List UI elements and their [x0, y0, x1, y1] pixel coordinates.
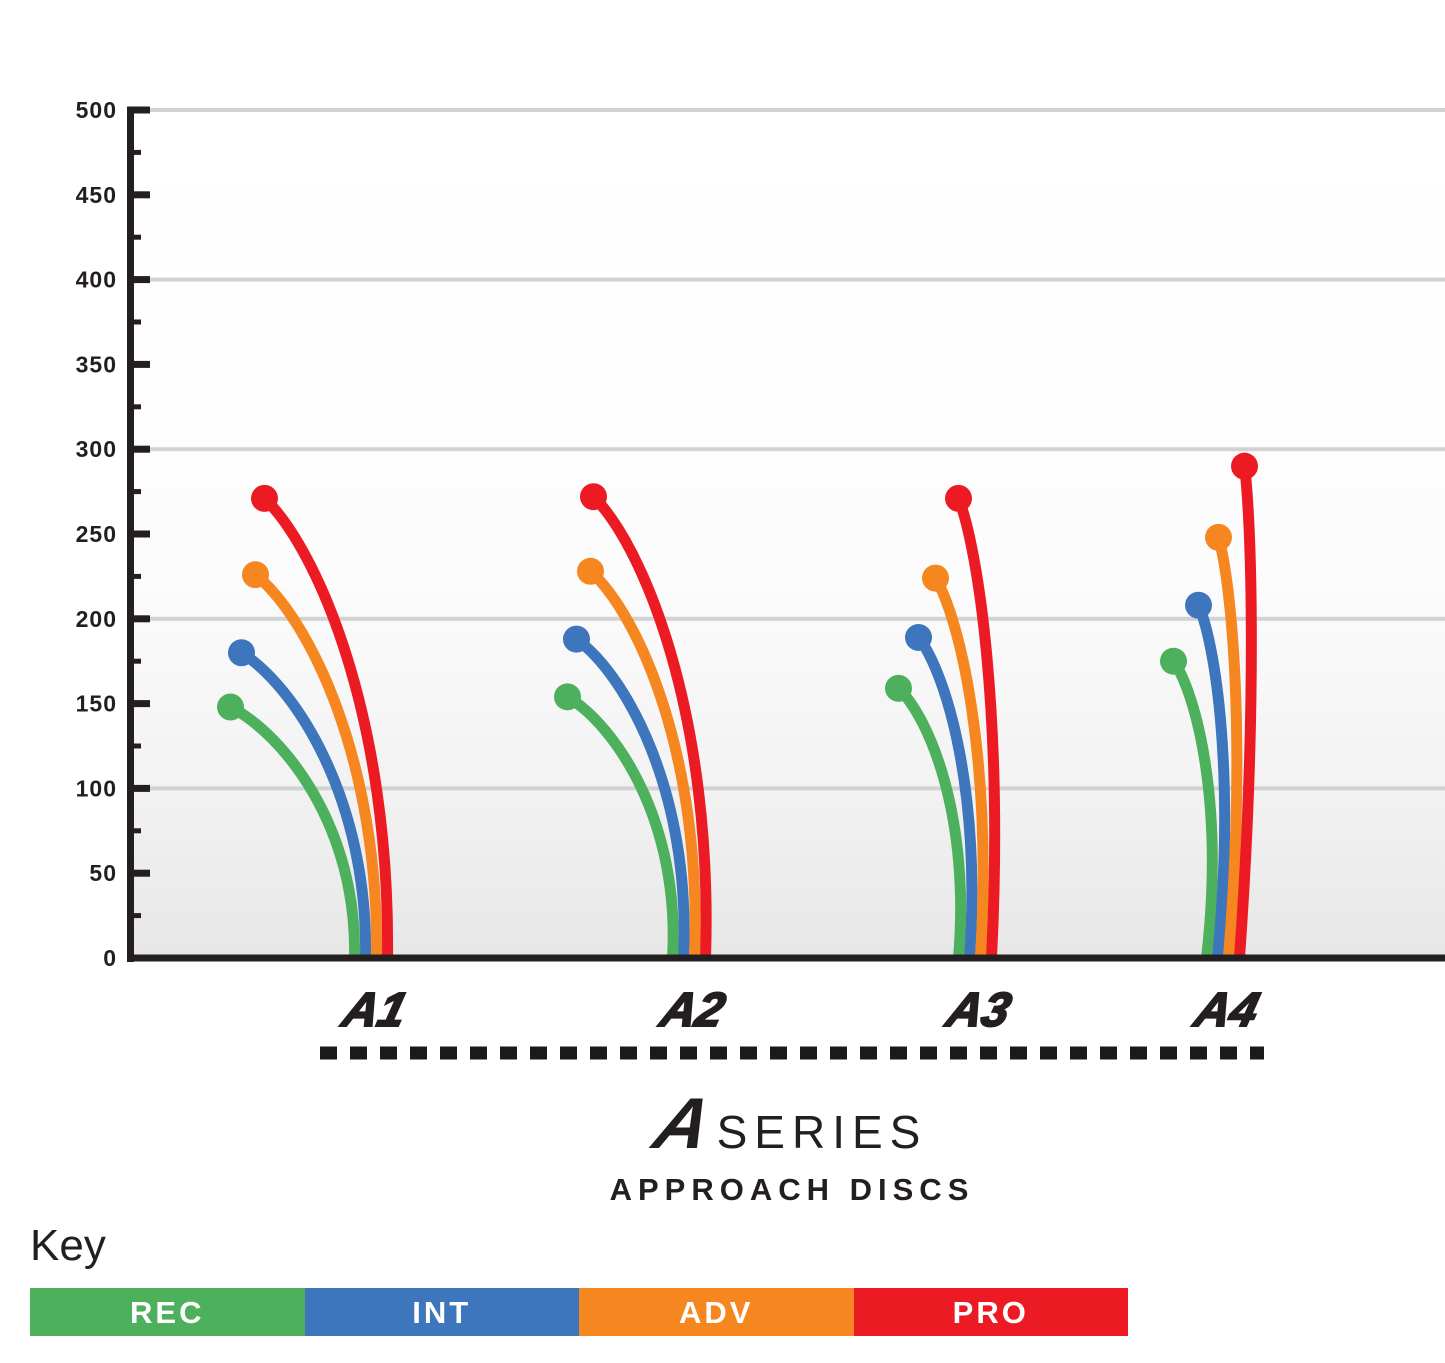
- y-major-tick-300: [127, 445, 150, 453]
- legend-segment-INT: INT: [304, 1288, 579, 1336]
- y-axis-label-400: 400: [76, 267, 117, 293]
- flight-path-A4-PRO: [1234, 465, 1257, 959]
- legend-segment-REC: REC: [30, 1288, 305, 1336]
- gridline-500: [134, 108, 1445, 112]
- flight-endpoint-A1-PRO: [251, 484, 278, 512]
- flight-endpoint-A4-REC: [1160, 647, 1187, 675]
- brand-a-logo: A: [645, 1084, 719, 1164]
- flight-paths: [217, 452, 1258, 959]
- flight-path-A2-ADV: [586, 567, 701, 959]
- category-label-A3: A3: [941, 984, 1017, 1037]
- y-minor-tick-375: [127, 319, 141, 325]
- flight-path-A4-INT: [1193, 603, 1231, 959]
- y-axis-label-500: 500: [76, 97, 117, 123]
- y-minor-tick-25: [127, 913, 141, 919]
- y-major-tick-150: [127, 700, 150, 708]
- legend-label: PRO: [952, 1294, 1029, 1330]
- series-title: SERIES: [716, 1106, 928, 1158]
- x-axis-line: [127, 954, 1445, 962]
- y-axis-label-200: 200: [76, 606, 117, 632]
- legend-label: INT: [412, 1294, 472, 1330]
- flight-endpoint-A4-INT: [1185, 591, 1212, 619]
- legend-label: REC: [130, 1294, 205, 1330]
- y-major-tick-350: [127, 360, 150, 368]
- gridline-100: [134, 786, 1445, 791]
- gridline-200: [134, 616, 1445, 621]
- flight-path-A1-INT: [238, 648, 372, 959]
- flight-endpoint-A1-INT: [228, 639, 255, 667]
- category-label-A2: A2: [655, 984, 731, 1037]
- y-minor-tick-425: [127, 234, 141, 240]
- flight-endpoint-A1-ADV: [242, 561, 269, 589]
- y-major-tick-0: [127, 954, 150, 962]
- y-major-tick-450: [127, 191, 150, 199]
- y-major-tick-100: [127, 784, 150, 792]
- key-heading: Key: [30, 1221, 106, 1270]
- y-axis-label-350: 350: [76, 351, 117, 377]
- flight-endpoint-A3-INT: [905, 623, 932, 651]
- y-axis-labels: 0 50 100 150 200 250 300 350 400 450 500: [76, 97, 117, 971]
- flight-endpoint-A2-PRO: [580, 483, 607, 511]
- chart-subtitle: APPROACH DISCS: [609, 1172, 975, 1207]
- y-minor-tick-125: [127, 743, 141, 749]
- flight-path-A3-INT: [914, 634, 978, 959]
- flight-path-A3-ADV: [930, 575, 989, 959]
- flight-path-A2-INT: [573, 634, 690, 959]
- category-labels: A1 A2 A3 A4: [336, 983, 1266, 1038]
- flight-endpoint-A3-REC: [885, 674, 912, 702]
- y-axis-label-100: 100: [76, 775, 117, 801]
- flight-endpoint-A4-PRO: [1231, 452, 1258, 480]
- y-axis-label-250: 250: [76, 521, 117, 547]
- y-minor-tick-275: [127, 489, 141, 495]
- flight-path-A2-PRO: [589, 492, 712, 959]
- flight-path-A3-PRO: [953, 496, 1001, 959]
- y-minor-tick-325: [127, 404, 141, 410]
- flight-endpoint-A3-PRO: [945, 484, 972, 512]
- y-major-tick-250: [127, 530, 150, 538]
- legend-label: ADV: [679, 1294, 754, 1330]
- flight-endpoint-A2-ADV: [577, 557, 604, 585]
- flight-endpoint-A3-ADV: [922, 564, 949, 592]
- gridline-300: [134, 447, 1445, 452]
- flight-path-A1-REC: [227, 702, 361, 959]
- y-minor-tick-175: [127, 658, 141, 664]
- y-axis-label-450: 450: [76, 182, 117, 208]
- chart-title-block: A SERIES APPROACH DISCS: [320, 1084, 1264, 1207]
- category-label-A1: A1: [337, 984, 413, 1037]
- y-minor-tick-75: [127, 828, 141, 834]
- category-label-A4: A4: [1189, 984, 1265, 1037]
- y-major-tick-50: [127, 869, 150, 877]
- y-major-tick-400: [127, 276, 150, 284]
- y-major-tick-200: [127, 615, 150, 623]
- flight-endpoint-A1-REC: [217, 693, 244, 721]
- flight-path-A4-ADV: [1213, 535, 1243, 959]
- legend-segment-ADV: ADV: [579, 1288, 854, 1336]
- legend-segment-PRO: PRO: [853, 1288, 1128, 1336]
- y-axis-label-300: 300: [76, 436, 117, 462]
- gridline-400: [134, 277, 1445, 282]
- y-axis-label-50: 50: [89, 860, 117, 886]
- flight-path-A2-REC: [564, 692, 679, 959]
- y-major-tick-500: [127, 106, 150, 114]
- series-title-row: A SERIES: [320, 1084, 1264, 1164]
- flight-endpoint-A4-ADV: [1205, 523, 1232, 551]
- y-minor-tick-225: [127, 573, 141, 579]
- y-axis-label-0: 0: [103, 945, 117, 971]
- flight-endpoint-A2-REC: [554, 683, 581, 711]
- flight-path-A4-REC: [1168, 658, 1218, 959]
- flight-path-A1-PRO: [260, 494, 394, 959]
- gridlines: [134, 108, 1445, 791]
- legend-bar: REC INT ADV PRO: [30, 1288, 1128, 1336]
- y-minor-tick-475: [127, 149, 141, 155]
- flight-endpoint-A2-INT: [563, 625, 590, 653]
- flight-path-A1-ADV: [252, 570, 383, 959]
- y-axis-label-150: 150: [76, 691, 117, 717]
- flight-path-A3-REC: [894, 684, 967, 959]
- y-axis-ticks: [127, 106, 150, 962]
